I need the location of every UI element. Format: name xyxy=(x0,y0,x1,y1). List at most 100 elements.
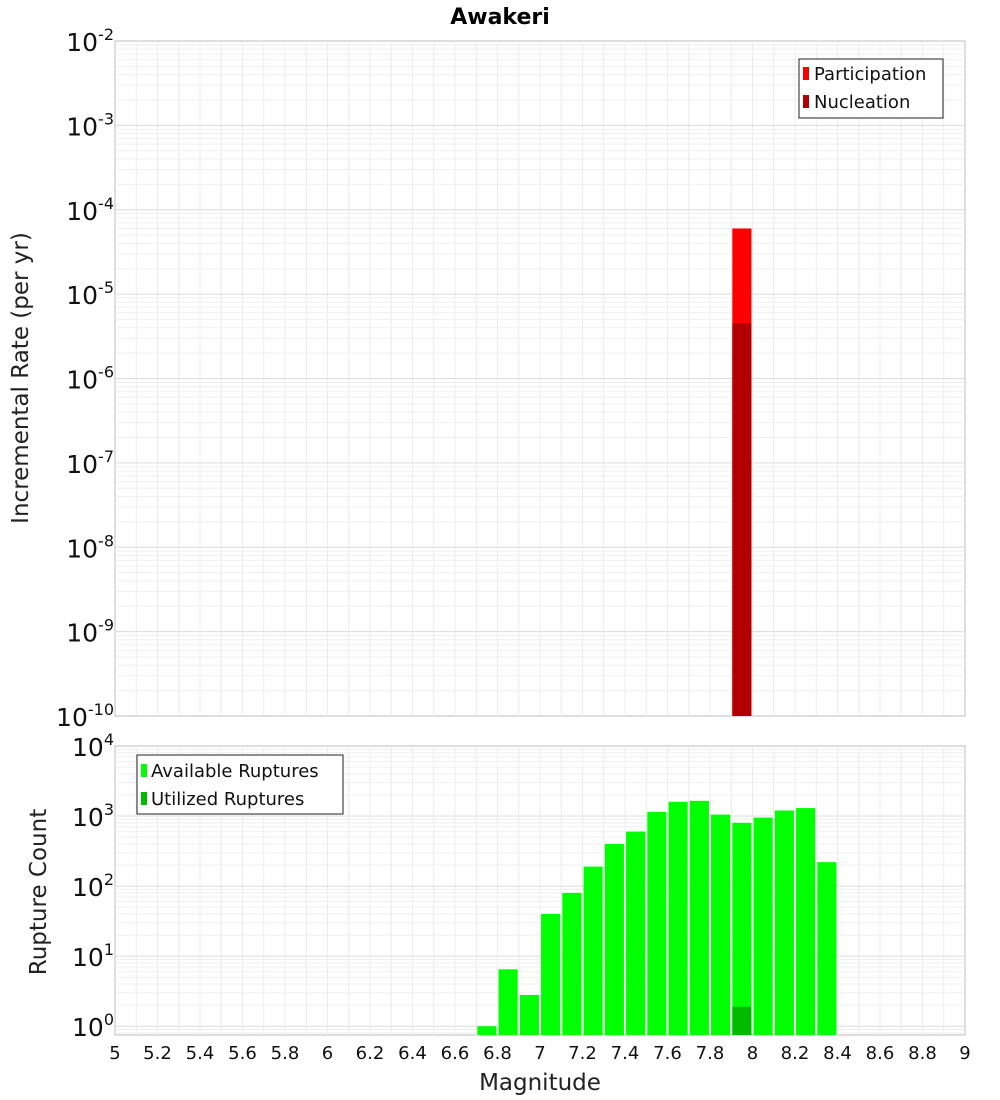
x-tick-label: 7.8 xyxy=(696,1043,725,1064)
legend-swatch-nucleation xyxy=(803,95,809,108)
y-tick-base: 10 xyxy=(66,28,98,57)
y-tick-exponent: -8 xyxy=(98,531,114,550)
y-tick-base: 10 xyxy=(66,197,98,226)
y-tick-base: 10 xyxy=(72,803,104,832)
y-tick-base: 10 xyxy=(72,733,104,762)
y-tick-base: 10 xyxy=(66,366,98,395)
bar-available-ruptures xyxy=(732,822,752,1035)
bar-nucleation xyxy=(732,323,752,716)
rate-legend: Participation Nucleation xyxy=(798,58,944,119)
bar-available-ruptures xyxy=(477,1026,497,1035)
bar-available-ruptures xyxy=(796,808,816,1035)
bar-utilized-ruptures xyxy=(732,1006,752,1035)
y-tick-exponent: 1 xyxy=(104,940,114,959)
x-tick-label: 6.4 xyxy=(398,1043,427,1064)
bar-available-ruptures xyxy=(668,801,688,1035)
bar-available-ruptures xyxy=(562,892,582,1035)
y-tick-label: 10-6 xyxy=(66,363,114,395)
y-tick-label: 10-7 xyxy=(66,447,114,479)
bar-available-ruptures xyxy=(817,862,837,1035)
y-tick-label: 10-5 xyxy=(66,278,114,310)
y-tick-label: 10-8 xyxy=(66,531,114,563)
x-tick-label: 5.2 xyxy=(143,1043,172,1064)
y-tick-exponent: -6 xyxy=(98,363,114,382)
y-tick-exponent: -4 xyxy=(98,194,114,213)
bar-available-ruptures xyxy=(519,994,539,1035)
count-y-axis-label: Rupture Count xyxy=(26,809,52,975)
bar-available-ruptures xyxy=(541,914,561,1035)
x-tick-label: 8.2 xyxy=(781,1043,810,1064)
bar-available-ruptures xyxy=(583,866,603,1035)
chart-title: Awakeri xyxy=(450,5,550,30)
y-tick-label: 100 xyxy=(72,1010,114,1042)
y-tick-exponent: 3 xyxy=(104,800,114,819)
x-tick-label: 7.4 xyxy=(611,1043,640,1064)
bar-available-ruptures xyxy=(689,800,709,1035)
bar-available-ruptures xyxy=(774,810,794,1035)
x-axis-label: Magnitude xyxy=(479,1070,601,1096)
x-tick-label: 7.6 xyxy=(653,1043,682,1064)
y-tick-label: 104 xyxy=(72,730,114,762)
x-tick-label: 5.8 xyxy=(271,1043,300,1064)
bar-available-ruptures xyxy=(604,843,624,1035)
magnitude-x-ticks: 5 5.2 5.4 5.6 5.8 6 6.2 6.4 6.6 6.8 7 7.2 7.4 7.6 7.8 8… xyxy=(109,1043,970,1064)
y-tick-exponent: -7 xyxy=(98,447,114,466)
x-tick-label: 8.6 xyxy=(866,1043,895,1064)
y-tick-label: 102 xyxy=(72,870,114,902)
x-tick-label: 5.6 xyxy=(228,1043,257,1064)
y-tick-base: 10 xyxy=(56,703,88,732)
y-tick-label: 10-2 xyxy=(66,25,114,57)
x-tick-label: 6.6 xyxy=(441,1043,470,1064)
x-tick-label: 8 xyxy=(747,1043,758,1064)
bar-available-ruptures xyxy=(626,831,646,1035)
y-tick-label: 10-3 xyxy=(66,109,114,141)
y-tick-label: 103 xyxy=(72,800,114,832)
legend-label-participation: Participation xyxy=(814,64,926,85)
y-tick-exponent: -3 xyxy=(98,109,114,128)
y-tick-exponent: 4 xyxy=(104,730,114,749)
y-tick-label: 101 xyxy=(72,940,114,972)
rate-legend-box xyxy=(798,58,944,119)
rate-y-axis-label: Incremental Rate (per yr) xyxy=(8,232,34,524)
y-tick-base: 10 xyxy=(66,619,98,648)
legend-label-available: Available Ruptures xyxy=(151,761,319,782)
count-legend: Available Ruptures Utilized Ruptures xyxy=(136,754,344,815)
legend-label-utilized: Utilized Ruptures xyxy=(151,789,304,810)
y-tick-exponent: -5 xyxy=(98,278,114,297)
x-tick-label: 7.2 xyxy=(568,1043,597,1064)
x-tick-label: 6 xyxy=(322,1043,333,1064)
rate-grid xyxy=(115,41,965,716)
y-tick-base: 10 xyxy=(66,534,98,563)
legend-label-nucleation: Nucleation xyxy=(814,92,910,113)
x-tick-label: 5.4 xyxy=(186,1043,215,1064)
y-tick-label: 10-4 xyxy=(66,194,114,226)
x-tick-label: 6.2 xyxy=(356,1043,385,1064)
bar-available-ruptures xyxy=(753,817,773,1035)
y-tick-base: 10 xyxy=(72,873,104,902)
x-tick-label: 9 xyxy=(959,1043,970,1064)
y-tick-base: 10 xyxy=(72,943,104,972)
bar-available-ruptures xyxy=(647,811,667,1035)
x-tick-label: 5 xyxy=(109,1043,120,1064)
legend-swatch-utilized xyxy=(141,792,147,805)
rate-bars xyxy=(732,228,752,716)
x-tick-label: 8.4 xyxy=(823,1043,852,1064)
y-tick-base: 10 xyxy=(66,450,98,479)
bar-available-ruptures xyxy=(498,969,518,1035)
y-tick-base: 10 xyxy=(66,112,98,141)
legend-swatch-available xyxy=(141,764,147,777)
legend-swatch-participation xyxy=(803,67,809,80)
y-tick-exponent: 2 xyxy=(104,870,114,889)
y-tick-exponent: -10 xyxy=(88,700,114,719)
x-tick-label: 6.8 xyxy=(483,1043,512,1064)
bar-available-ruptures xyxy=(711,814,731,1035)
y-tick-base: 10 xyxy=(66,281,98,310)
count-bars xyxy=(477,800,837,1035)
y-tick-exponent: 0 xyxy=(104,1010,114,1029)
y-tick-base: 10 xyxy=(72,1013,104,1042)
